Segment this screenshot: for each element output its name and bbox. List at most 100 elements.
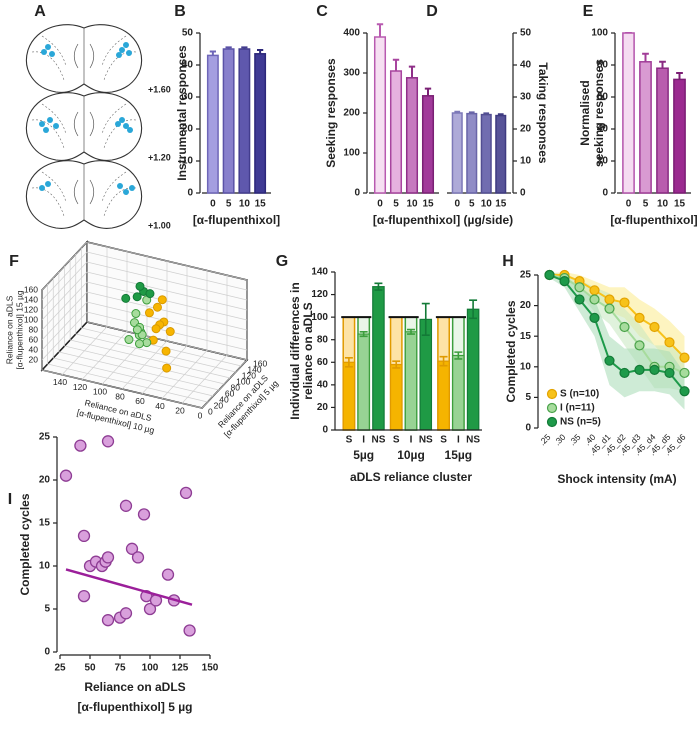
y-tick-label: 60 [597,92,609,103]
point [679,352,690,363]
z-tick-label: 80 [29,324,39,334]
error-bar [421,302,430,336]
y-tick-label: 0 [44,647,50,658]
panel-letter: A [34,3,46,20]
y-tick-label: 20 [39,475,51,486]
x-tick-label: 140 [53,377,67,387]
x-axis-title: [α-flupenthixol] [193,213,280,227]
y-tick-label: 140 [311,267,328,278]
x-tick-label: 120 [73,382,87,392]
x-tick-label: 20 [175,406,185,416]
bar [222,48,235,194]
grid-line [41,301,248,351]
y-axis-title: Seeking responses [324,58,338,168]
x-tick-label: 80 [115,391,125,401]
y-tick-label: 0 [525,423,531,434]
x-tick-label: 15 [422,199,434,210]
y-tick-label: 25 [39,432,51,443]
y-tick-label: 50 [182,28,194,39]
point [137,508,151,521]
x-tick-label: I [410,435,413,446]
point [131,551,145,564]
atlas-level: +1.20 [148,152,171,162]
x-tick-label: S [393,435,400,446]
y-tick-label: 300 [343,68,360,79]
x-tick-label: 15 [255,199,267,210]
x-tick-label: 60 [135,396,145,406]
bar [437,360,450,431]
y-axis-title: Normalised [578,80,592,145]
point [162,363,172,373]
point [634,364,645,375]
error-bar [392,58,400,71]
bar [673,78,686,194]
bar [656,67,669,194]
grid-line [64,266,225,385]
x-axis-title: [α-flupenthixol] 5 µg [78,700,193,714]
panel-letter: I [8,491,12,508]
error-bar [407,328,415,335]
z-axis-title: [α-flupenthixol] 15 µg [14,290,24,370]
y-tick-label: 20 [214,400,224,410]
y-tick-label: 10 [520,156,532,167]
y-axis-title: Completed cycles [18,493,32,595]
grid-line [41,291,248,341]
panel-letter: G [276,253,288,270]
point [152,302,162,312]
point [664,337,675,348]
group-label: 15µg [445,448,473,462]
x-tick-label: 0 [377,199,383,210]
y-tick-label: 10 [182,156,194,167]
y-tick-label: 50 [520,28,532,39]
y-tick-label: 100 [311,312,328,323]
y-tick-label: 200 [343,108,360,119]
error-bar [344,356,353,368]
panel-letter: C [316,3,328,20]
y-tick-label: 5 [525,392,531,403]
bar [389,70,403,194]
x-tick-label: 10 [406,199,418,210]
y-tick-label: 160 [253,358,267,368]
point [101,614,115,627]
grid-line [41,241,248,291]
y-tick-label: 15 [520,331,532,342]
y-tick-label: 20 [182,124,194,135]
z-axis-title: Reliance on aDLS [4,295,14,364]
point [77,589,91,603]
x-tick-label: 10 [239,199,251,210]
y-tick-label: 80 [317,334,329,345]
atlas-level: +1.60 [148,84,171,94]
x-tick-label: 10 [657,199,669,210]
injection-sites [41,42,132,58]
point [119,607,133,620]
legend-marker [546,388,558,400]
bar [373,36,387,194]
bar [466,308,480,431]
y-tick-label: 0 [354,188,360,199]
bar [404,331,418,431]
z-tick-label: 60 [29,334,39,344]
panel-letter: H [502,253,514,270]
point [589,294,600,305]
atlas-slices [25,24,143,229]
point [619,321,630,333]
point [142,338,152,348]
x-tick-label: 15 [674,199,686,210]
y-tick-label: 5 [44,604,50,615]
x-tick-label: 5 [643,199,649,210]
panel-letter: D [426,3,438,20]
series-line [549,274,686,392]
grid-line [69,260,231,379]
point [157,295,167,305]
y-tick-label: 10 [39,561,51,572]
grid-line [41,271,248,321]
y-tick-label: 0 [322,425,328,436]
brain-slice [25,160,143,229]
point [121,293,131,303]
z-tick-label: 160 [24,284,38,294]
x-tick-label: 5 [469,199,475,210]
point [649,364,660,375]
x-tick-label: 150 [202,663,219,674]
bar [206,54,219,194]
point [161,346,171,356]
